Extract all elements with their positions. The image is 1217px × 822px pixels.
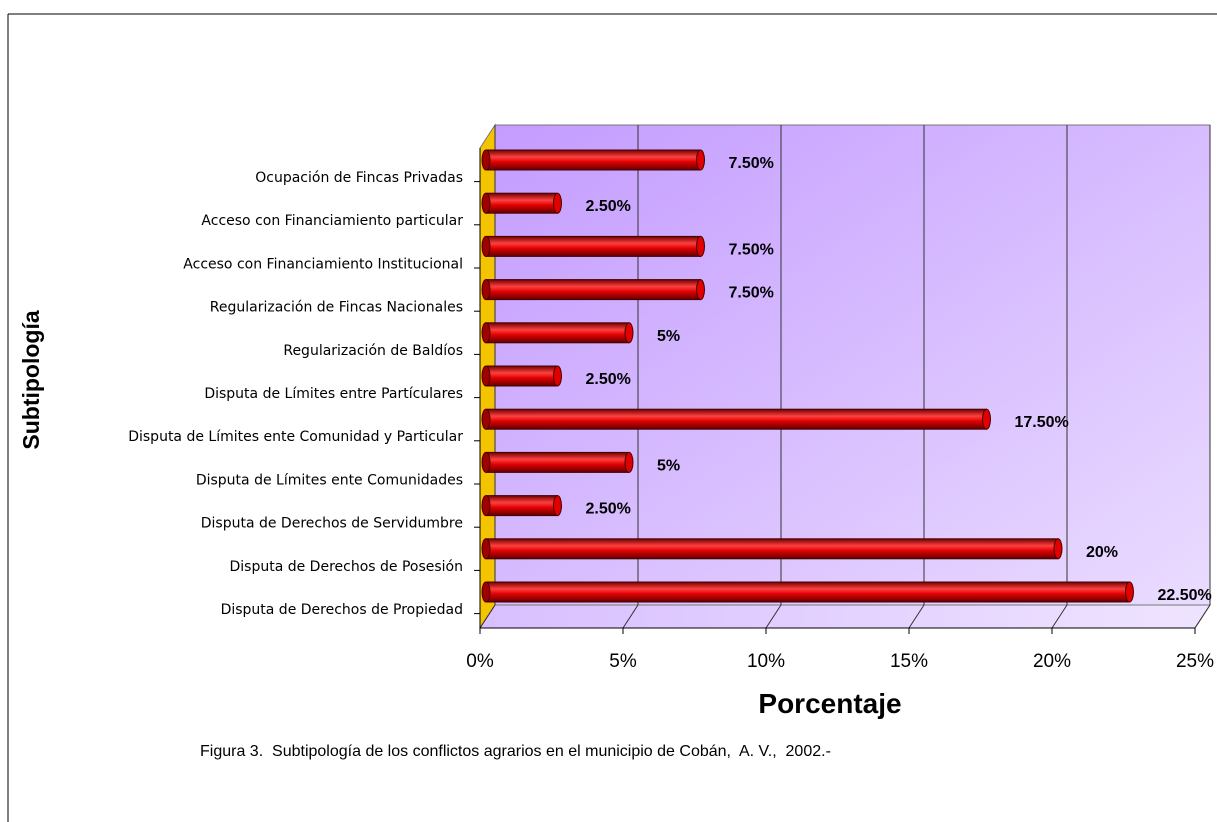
- data-label: 5%: [657, 328, 680, 345]
- bar-cap: [982, 408, 991, 430]
- x-tick-label: 5%: [609, 651, 637, 672]
- x-tick-label: 25%: [1176, 651, 1214, 672]
- floor: [479, 604, 1211, 629]
- y-tick-label: Acceso con Financiamiento Institucional: [183, 256, 463, 272]
- bar-base: [481, 235, 491, 257]
- bar-cap: [696, 235, 705, 257]
- data-label: 7.50%: [729, 155, 774, 172]
- bar: [485, 451, 630, 473]
- y-tick-label: Regularización de Baldíos: [283, 343, 463, 359]
- data-label: 5%: [657, 457, 680, 474]
- data-label: 7.50%: [729, 241, 774, 258]
- bar-cap: [553, 192, 562, 214]
- x-tick-label: 0%: [466, 651, 494, 672]
- x-tick-label: 15%: [890, 651, 928, 672]
- y-tick-label: Acceso con Financiamiento particular: [201, 213, 463, 229]
- bar-base: [481, 581, 491, 603]
- bar-base: [481, 408, 491, 430]
- bar: [485, 149, 701, 171]
- bar-cap: [624, 322, 634, 344]
- grid-line: [765, 604, 782, 629]
- bar: [485, 408, 987, 430]
- y-tick-label: Disputa de Límites ente Comunidades: [196, 472, 463, 488]
- bar-base: [481, 322, 491, 344]
- grid-line: [1051, 604, 1068, 629]
- bar-cap: [1053, 538, 1063, 560]
- y-tick-label: Disputa de Límites entre Partículares: [204, 386, 463, 402]
- bar: [485, 279, 701, 301]
- data-label: 20%: [1086, 544, 1118, 561]
- bar-base: [481, 538, 491, 560]
- data-label: 7.50%: [729, 285, 774, 302]
- data-label: 2.50%: [586, 198, 631, 215]
- bar-cap: [553, 495, 562, 517]
- y-tick-label: Disputa de Derechos de Servidumbre: [201, 516, 463, 532]
- bar-cap: [553, 365, 562, 387]
- bar-base: [481, 192, 491, 214]
- back-wall: [494, 124, 1211, 606]
- data-label: 2.50%: [586, 501, 631, 518]
- grid-line: [479, 604, 496, 629]
- grid-line: [622, 604, 639, 629]
- bar: [485, 235, 701, 257]
- bar-base: [481, 495, 491, 517]
- bar: [485, 495, 558, 517]
- bar-cap: [624, 451, 634, 473]
- bar-base: [481, 365, 491, 387]
- y-tick-label: Disputa de Derechos de Propiedad: [221, 602, 463, 618]
- bar-cap: [696, 279, 705, 301]
- bar-base: [481, 279, 491, 301]
- bar: [485, 538, 1059, 560]
- bar-cap: [1125, 581, 1134, 603]
- bar-base: [481, 149, 491, 171]
- bar-base: [481, 451, 491, 473]
- data-label: 22.50%: [1158, 587, 1212, 604]
- y-tick-label: Regularización de Fincas Nacionales: [210, 300, 463, 316]
- grid-line: [908, 604, 925, 629]
- x-tick-label: 20%: [1033, 651, 1071, 672]
- bar: [485, 581, 1130, 603]
- y-tick-label: Ocupación de Fincas Privadas: [255, 170, 463, 186]
- bar: [485, 322, 630, 344]
- bar: [485, 365, 558, 387]
- data-label: 2.50%: [586, 371, 631, 388]
- y-tick-label: Disputa de Límites ente Comunidad y Part…: [128, 429, 463, 445]
- x-axis-label: Porcentaje: [758, 688, 901, 719]
- x-tick-label: 10%: [747, 651, 785, 672]
- bar: [485, 192, 558, 214]
- caption: Figura 3. Subtipología de los conflictos…: [200, 743, 831, 760]
- data-label: 17.50%: [1015, 414, 1069, 431]
- grid-line: [1194, 604, 1211, 629]
- y-tick-label: Disputa de Derechos de Posesión: [229, 559, 463, 575]
- y-axis-label: Subtipología: [18, 310, 44, 449]
- bar-cap: [696, 149, 705, 171]
